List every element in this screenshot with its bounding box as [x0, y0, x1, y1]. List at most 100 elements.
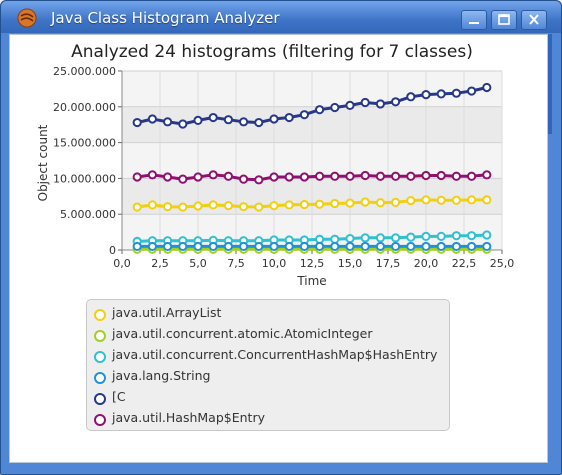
data-point — [147, 170, 157, 180]
data-point — [330, 198, 340, 209]
data-point — [193, 115, 203, 126]
data-point — [284, 172, 294, 182]
data-point — [406, 171, 416, 181]
x-tick-label: 17,5 — [376, 257, 401, 270]
data-point — [391, 233, 401, 243]
window-title: Java Class Histogram Analyzer — [51, 9, 280, 27]
legend-marker — [94, 372, 106, 384]
java-cup-icon — [17, 8, 37, 28]
close-button[interactable] — [521, 10, 547, 30]
data-point — [375, 171, 385, 181]
data-point — [345, 198, 355, 208]
data-point — [482, 230, 492, 240]
data-point — [391, 197, 401, 207]
legend-marker — [94, 309, 106, 321]
data-point — [391, 241, 401, 252]
legend-label: java.util.ArrayList — [112, 305, 222, 320]
legend-marker — [94, 414, 106, 426]
data-point — [436, 231, 446, 241]
maximize-icon — [498, 14, 510, 25]
data-point — [360, 233, 370, 243]
data-point — [467, 86, 477, 96]
data-point — [208, 241, 218, 252]
data-point — [284, 112, 294, 123]
data-point — [315, 199, 325, 209]
y-tick-label: 5.000.000 — [60, 208, 116, 221]
data-point — [375, 99, 385, 109]
data-point — [315, 171, 325, 181]
data-point — [193, 241, 203, 252]
data-point — [421, 90, 431, 100]
x-tick-label: 7,5 — [227, 257, 245, 270]
minimize-icon — [469, 22, 479, 24]
data-point — [360, 97, 370, 108]
data-point — [436, 89, 446, 99]
x-tick-label: 25,0 — [490, 257, 515, 270]
data-point — [482, 82, 492, 93]
x-tick-label: 20,0 — [414, 257, 439, 270]
data-point — [132, 202, 142, 212]
data-point — [436, 195, 446, 205]
legend-marker — [94, 330, 106, 342]
data-point — [451, 171, 461, 181]
data-point — [284, 200, 294, 210]
data-point — [163, 241, 173, 252]
data-point — [482, 195, 492, 205]
data-point — [132, 241, 142, 252]
data-point — [208, 200, 218, 210]
series-java-lang-string — [132, 241, 492, 252]
data-point — [269, 201, 279, 211]
data-point — [467, 171, 477, 181]
data-point — [360, 197, 370, 207]
data-point — [193, 201, 203, 211]
y-tick-label: 15.000.000 — [53, 137, 116, 150]
data-point — [223, 201, 233, 211]
legend-marker — [94, 351, 106, 363]
x-tick-label: 10,0 — [262, 257, 287, 270]
data-point — [239, 202, 249, 212]
chart-legend: java.util.ArrayList java.util.concurrent… — [86, 299, 450, 431]
data-point — [451, 88, 461, 98]
data-point — [467, 231, 477, 241]
data-point — [315, 234, 325, 244]
legend-label: java.lang.String — [112, 368, 211, 383]
data-point — [360, 241, 370, 252]
data-point — [421, 231, 431, 241]
maximize-button[interactable] — [491, 10, 517, 30]
data-point — [178, 202, 188, 212]
data-point — [330, 234, 340, 244]
data-point — [299, 110, 309, 120]
series-java-util-hashmap-entry — [132, 170, 492, 185]
x-tick-label: 2,5 — [151, 257, 169, 270]
data-point — [406, 241, 416, 252]
data-point — [421, 170, 431, 181]
legend-label: java.util.concurrent.atomic.AtomicIntege… — [112, 326, 373, 341]
legend-label: java.util.HashMap$Entry — [112, 410, 265, 425]
data-point — [482, 241, 492, 252]
histogram-line-chart: Analyzed 24 histograms (filtering for 7 … — [36, 42, 515, 288]
data-point — [254, 202, 264, 212]
minimize-button[interactable] — [461, 10, 487, 30]
y-axis-label: Object count — [36, 124, 50, 201]
legend-marker — [94, 393, 106, 405]
data-point — [451, 195, 461, 205]
data-point — [132, 172, 142, 182]
data-point — [345, 171, 355, 181]
y-tick-label: 10.000.000 — [53, 172, 116, 185]
data-point — [315, 105, 325, 115]
data-point — [345, 233, 355, 244]
data-point — [254, 241, 264, 252]
data-point — [330, 171, 340, 181]
x-axis-label: Time — [296, 274, 326, 288]
data-point — [193, 172, 203, 182]
data-point — [147, 114, 157, 124]
data-point — [436, 241, 446, 252]
x-tick-label: 15,0 — [338, 257, 363, 270]
data-point — [421, 195, 431, 205]
close-icon — [529, 14, 539, 25]
title-bar[interactable]: Java Class Histogram Analyzer — [1, 1, 561, 33]
y-tick-label: 20.000.000 — [53, 101, 116, 114]
chart-title: Analyzed 24 histograms (filtering for 7 … — [71, 42, 473, 62]
data-point — [451, 231, 461, 241]
data-point — [421, 241, 431, 252]
